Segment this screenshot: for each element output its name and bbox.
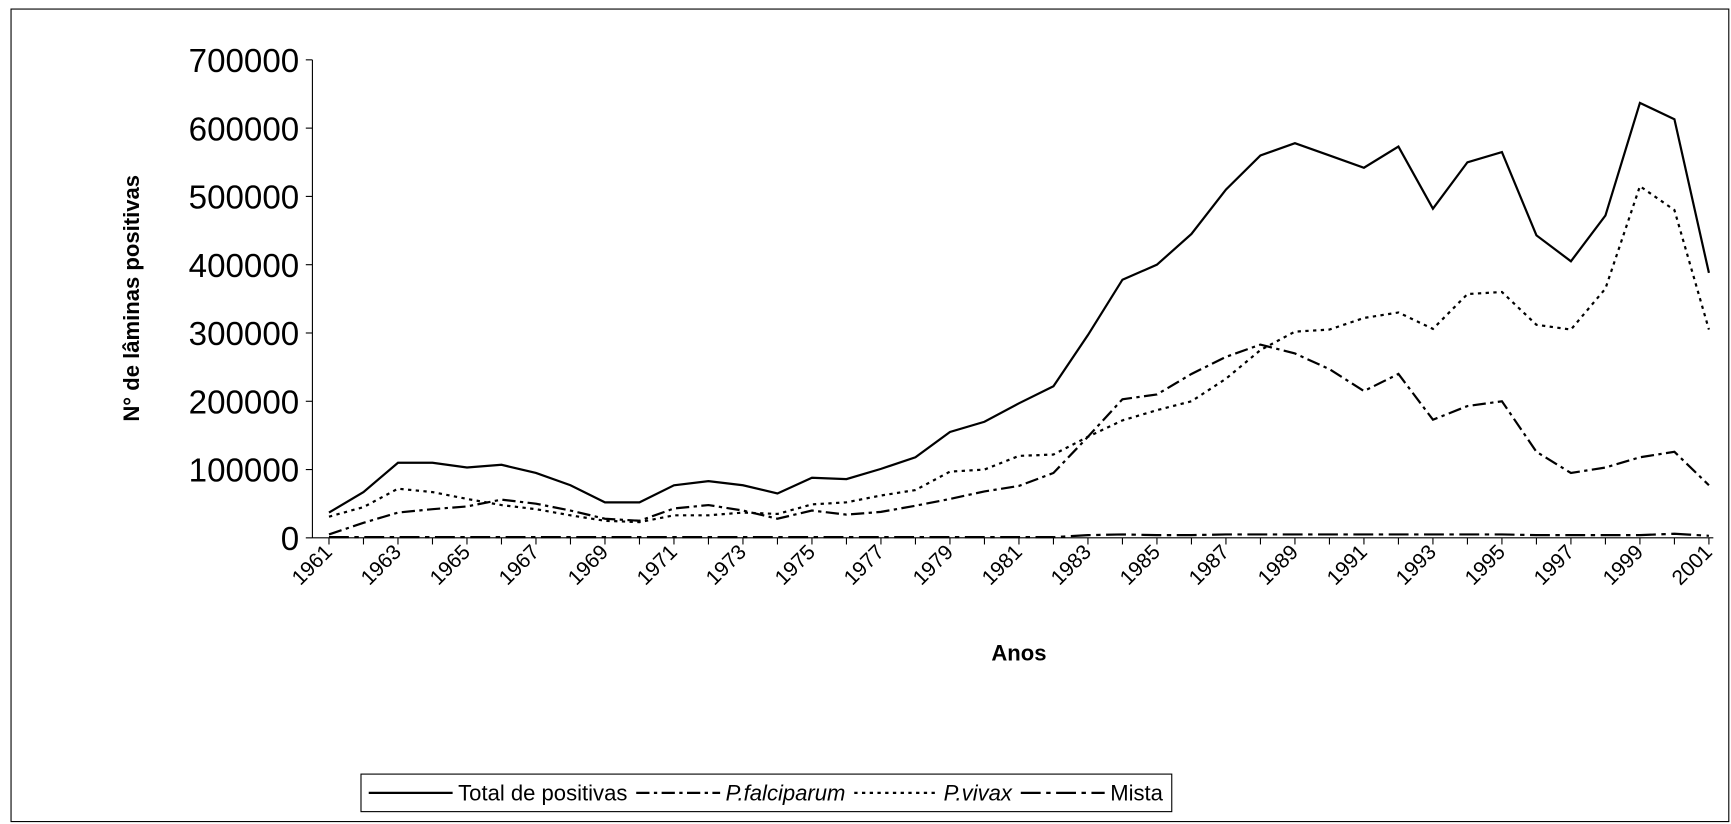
legend-label: P.vivax <box>944 781 1013 806</box>
y-tick-label: 600000 <box>189 111 299 148</box>
y-tick-label: 500000 <box>189 180 299 217</box>
y-axis-label: N° de lâminas positivas <box>119 175 144 422</box>
legend: Total de positivas P.falciparum P.vivax Mis… <box>360 773 1173 813</box>
y-tick-label: 100000 <box>189 453 299 490</box>
x-axis-label: Anos <box>991 640 1046 665</box>
y-tick-label: 300000 <box>189 316 299 353</box>
legend-label: Mista <box>1110 781 1163 806</box>
series-line <box>328 101 1710 514</box>
y-tick-label: 200000 <box>189 384 299 421</box>
legend-label: P.falciparum <box>726 781 846 806</box>
y-tick-label: 400000 <box>189 248 299 285</box>
legend-label: Total de positivas <box>458 781 627 806</box>
series-line <box>328 532 1709 539</box>
y-tick-label: 0 <box>281 521 299 558</box>
series-line <box>328 343 1710 536</box>
y-tick-label: 700000 <box>189 43 299 80</box>
series-line <box>328 184 1710 524</box>
